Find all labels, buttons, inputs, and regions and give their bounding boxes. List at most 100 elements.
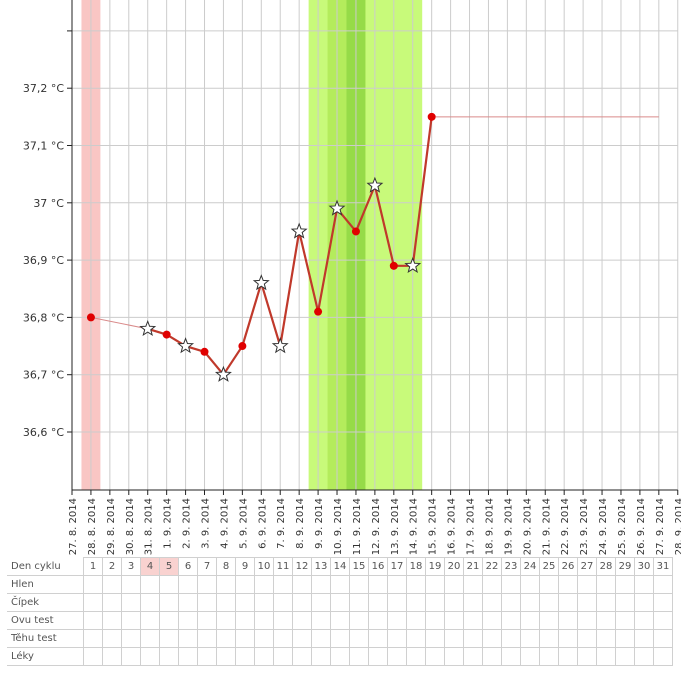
- cycle-entry-cell[interactable]: [615, 647, 635, 666]
- cycle-entry-cell[interactable]: [444, 629, 464, 648]
- cycle-entry-cell[interactable]: [292, 629, 312, 648]
- cycle-entry-cell[interactable]: [159, 575, 179, 594]
- cycle-entry-cell[interactable]: [178, 611, 198, 630]
- cycle-entry-cell[interactable]: [539, 593, 559, 612]
- cycle-entry-cell[interactable]: [292, 575, 312, 594]
- cycle-entry-cell[interactable]: [235, 629, 255, 648]
- cycle-entry-cell[interactable]: [387, 611, 407, 630]
- cycle-entry-cell[interactable]: [482, 593, 502, 612]
- cycle-entry-cell[interactable]: [102, 647, 122, 666]
- cycle-entry-cell[interactable]: [596, 629, 616, 648]
- cycle-entry-cell[interactable]: [311, 629, 331, 648]
- cycle-entry-cell[interactable]: [615, 593, 635, 612]
- cycle-entry-cell[interactable]: [216, 629, 236, 648]
- cycle-entry-cell[interactable]: [520, 647, 540, 666]
- cycle-entry-cell[interactable]: [520, 593, 540, 612]
- cycle-entry-cell[interactable]: [406, 611, 426, 630]
- cycle-entry-cell[interactable]: [653, 629, 673, 648]
- cycle-entry-cell[interactable]: [653, 647, 673, 666]
- cycle-entry-cell[interactable]: [102, 593, 122, 612]
- cycle-entry-cell[interactable]: [368, 647, 388, 666]
- cycle-entry-cell[interactable]: [254, 647, 274, 666]
- cycle-entry-cell[interactable]: [615, 629, 635, 648]
- cycle-entry-cell[interactable]: [349, 575, 369, 594]
- cycle-entry-cell[interactable]: [482, 647, 502, 666]
- cycle-entry-cell[interactable]: [349, 593, 369, 612]
- cycle-entry-cell[interactable]: [387, 647, 407, 666]
- cycle-entry-cell[interactable]: [577, 593, 597, 612]
- cycle-entry-cell[interactable]: [634, 647, 654, 666]
- cycle-entry-cell[interactable]: [140, 611, 160, 630]
- cycle-entry-cell[interactable]: [558, 647, 578, 666]
- cycle-entry-cell[interactable]: [577, 647, 597, 666]
- cycle-entry-cell[interactable]: [653, 593, 673, 612]
- cycle-entry-cell[interactable]: [273, 593, 293, 612]
- cycle-entry-cell[interactable]: [83, 575, 103, 594]
- cycle-entry-cell[interactable]: [330, 629, 350, 648]
- cycle-entry-cell[interactable]: [368, 611, 388, 630]
- cycle-entry-cell[interactable]: [387, 629, 407, 648]
- cycle-entry-cell[interactable]: [330, 647, 350, 666]
- cycle-entry-cell[interactable]: [501, 593, 521, 612]
- cycle-entry-cell[interactable]: [501, 647, 521, 666]
- cycle-entry-cell[interactable]: [520, 611, 540, 630]
- cycle-entry-cell[interactable]: [292, 647, 312, 666]
- cycle-entry-cell[interactable]: [311, 593, 331, 612]
- cycle-entry-cell[interactable]: [121, 593, 141, 612]
- cycle-entry-cell[interactable]: [368, 629, 388, 648]
- cycle-entry-cell[interactable]: [330, 611, 350, 630]
- cycle-entry-cell[interactable]: [501, 575, 521, 594]
- cycle-entry-cell[interactable]: [482, 629, 502, 648]
- cycle-entry-cell[interactable]: [254, 575, 274, 594]
- cycle-entry-cell[interactable]: [216, 611, 236, 630]
- cycle-entry-cell[interactable]: [330, 575, 350, 594]
- cycle-entry-cell[interactable]: [501, 611, 521, 630]
- cycle-entry-cell[interactable]: [140, 575, 160, 594]
- cycle-entry-cell[interactable]: [273, 629, 293, 648]
- cycle-entry-cell[interactable]: [653, 575, 673, 594]
- cycle-entry-cell[interactable]: [83, 647, 103, 666]
- cycle-entry-cell[interactable]: [311, 575, 331, 594]
- cycle-entry-cell[interactable]: [558, 629, 578, 648]
- cycle-entry-cell[interactable]: [140, 593, 160, 612]
- cycle-entry-cell[interactable]: [634, 593, 654, 612]
- cycle-entry-cell[interactable]: [235, 575, 255, 594]
- cycle-entry-cell[interactable]: [83, 593, 103, 612]
- cycle-entry-cell[interactable]: [273, 575, 293, 594]
- cycle-entry-cell[interactable]: [425, 575, 445, 594]
- cycle-entry-cell[interactable]: [596, 647, 616, 666]
- cycle-entry-cell[interactable]: [83, 611, 103, 630]
- cycle-entry-cell[interactable]: [159, 629, 179, 648]
- cycle-entry-cell[interactable]: [653, 611, 673, 630]
- cycle-entry-cell[interactable]: [463, 647, 483, 666]
- cycle-entry-cell[interactable]: [159, 647, 179, 666]
- cycle-entry-cell[interactable]: [197, 611, 217, 630]
- cycle-entry-cell[interactable]: [425, 593, 445, 612]
- cycle-entry-cell[interactable]: [596, 611, 616, 630]
- cycle-entry-cell[interactable]: [140, 647, 160, 666]
- cycle-entry-cell[interactable]: [577, 611, 597, 630]
- cycle-entry-cell[interactable]: [577, 629, 597, 648]
- cycle-entry-cell[interactable]: [520, 629, 540, 648]
- cycle-entry-cell[interactable]: [292, 611, 312, 630]
- cycle-entry-cell[interactable]: [539, 647, 559, 666]
- cycle-entry-cell[interactable]: [197, 593, 217, 612]
- cycle-entry-cell[interactable]: [539, 629, 559, 648]
- cycle-entry-cell[interactable]: [273, 647, 293, 666]
- cycle-entry-cell[interactable]: [178, 575, 198, 594]
- cycle-entry-cell[interactable]: [330, 593, 350, 612]
- cycle-entry-cell[interactable]: [368, 593, 388, 612]
- cycle-entry-cell[interactable]: [520, 575, 540, 594]
- cycle-entry-cell[interactable]: [482, 611, 502, 630]
- cycle-entry-cell[interactable]: [197, 647, 217, 666]
- cycle-entry-cell[interactable]: [349, 629, 369, 648]
- cycle-entry-cell[interactable]: [235, 611, 255, 630]
- cycle-entry-cell[interactable]: [615, 575, 635, 594]
- cycle-entry-cell[interactable]: [83, 629, 103, 648]
- cycle-entry-cell[interactable]: [216, 575, 236, 594]
- cycle-entry-cell[interactable]: [425, 611, 445, 630]
- cycle-entry-cell[interactable]: [254, 629, 274, 648]
- cycle-entry-cell[interactable]: [406, 575, 426, 594]
- cycle-entry-cell[interactable]: [615, 611, 635, 630]
- cycle-entry-cell[interactable]: [463, 629, 483, 648]
